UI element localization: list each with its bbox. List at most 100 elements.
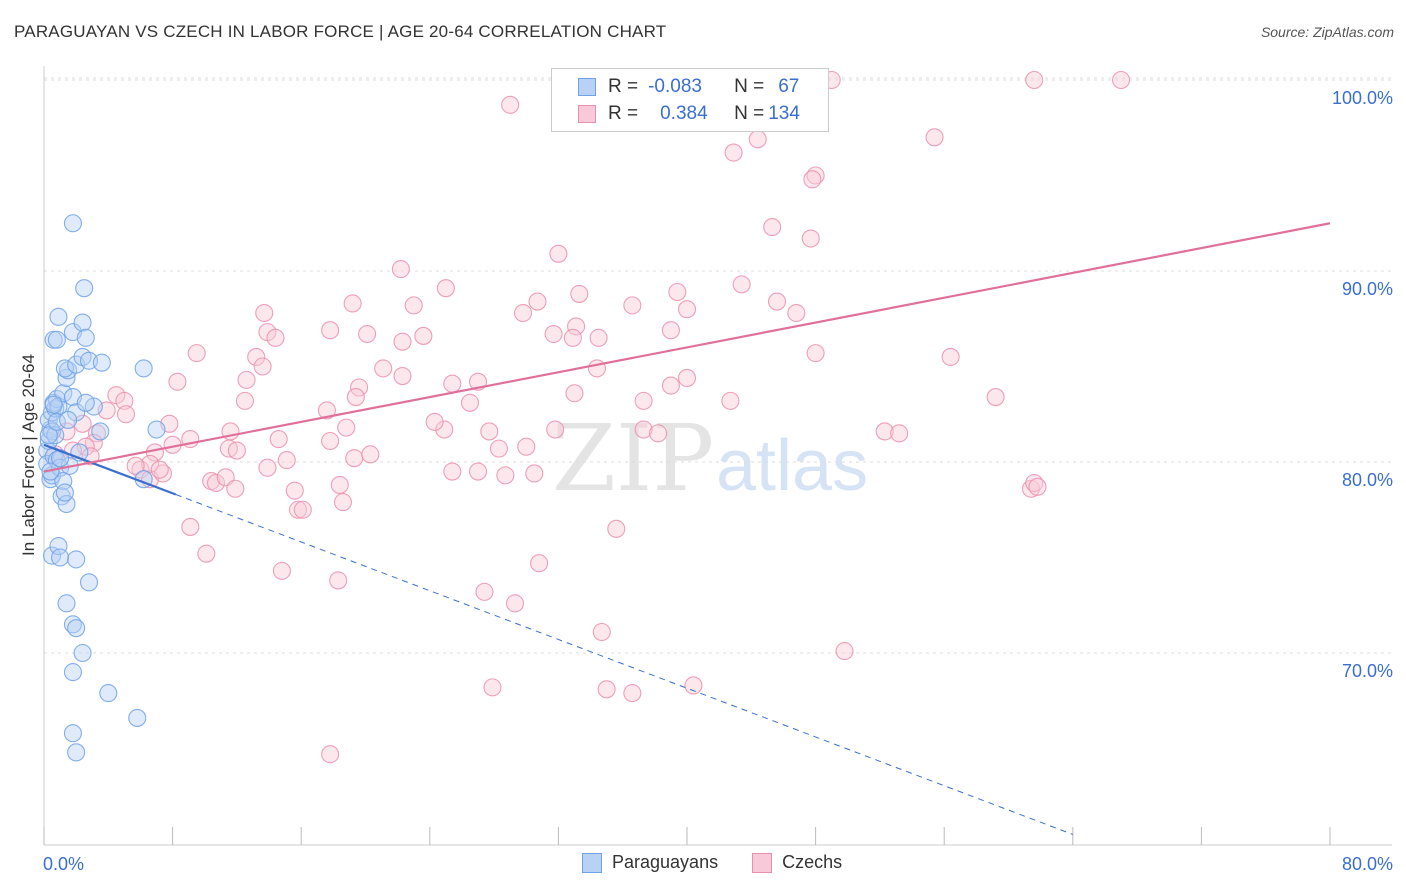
czech-point [321, 745, 340, 764]
czech-point [787, 303, 806, 323]
czech-point [684, 676, 703, 695]
paraguayan-point [63, 724, 82, 743]
czech-point [530, 554, 549, 573]
paraguayan-point [47, 412, 66, 431]
czech-point [634, 420, 653, 439]
czech-point [925, 128, 944, 147]
czech-point [525, 464, 544, 483]
paraguayan-point [147, 420, 166, 439]
czech-point [661, 376, 680, 395]
paraguayan-point [67, 550, 86, 569]
czech-point [480, 422, 499, 441]
czech-point [435, 420, 454, 439]
paraguayan-point [57, 494, 76, 514]
czech-point [73, 414, 92, 433]
czech-point [803, 170, 822, 189]
czech-point [505, 594, 525, 613]
paraguayan-point [76, 328, 95, 347]
czech-point [801, 229, 820, 248]
paraguayan-point [44, 395, 63, 414]
y-tick-label: 70.0% [1342, 661, 1393, 681]
czech-point [414, 326, 433, 345]
czech-point [150, 460, 169, 479]
czech-point [1025, 70, 1044, 90]
legend-item-paraguayans: Paraguayans [582, 852, 718, 873]
czech-point [732, 275, 751, 294]
paraguayan-point [134, 359, 153, 378]
czech-point [345, 449, 364, 468]
czech-point [570, 284, 589, 303]
y-axis-label: In Labor Force | Age 20-64 [19, 354, 38, 556]
legend-n-label: N = [734, 76, 765, 97]
czech-point [350, 378, 369, 397]
czech-point [724, 143, 743, 162]
czech-point [237, 370, 256, 389]
czech-point [253, 357, 272, 376]
watermark-atlas: atlas [716, 426, 868, 506]
czech-point [597, 680, 616, 699]
czech-point [126, 456, 145, 475]
paraguayan-point [59, 410, 78, 430]
czech-point [187, 344, 206, 363]
czech-point [589, 328, 608, 347]
x-tick-label: 0.0% [43, 854, 84, 874]
czech-point [721, 391, 740, 410]
czech-point [330, 475, 349, 494]
czechs-n-value: 134 [768, 103, 800, 124]
czech-point [517, 437, 536, 456]
czech-point [501, 95, 520, 114]
paraguayan-point [39, 426, 58, 445]
czech-point [436, 279, 455, 298]
czech-point [544, 324, 563, 344]
paraguayan-point [55, 483, 74, 502]
czech-point [321, 321, 340, 340]
paraguayan-point [73, 643, 92, 663]
paraguayan-point [67, 619, 86, 638]
czech-point [343, 294, 362, 313]
czech-point [668, 282, 687, 302]
czech-point [329, 571, 348, 590]
paraguayans-n-value: 67 [778, 76, 800, 97]
czechs-swatch [578, 105, 596, 123]
czech-point [806, 344, 825, 363]
paraguayans-legend-swatch [582, 852, 602, 873]
czech-point [258, 458, 277, 477]
czech-point [460, 393, 480, 412]
paraguayan-point [49, 307, 68, 326]
czech-point [443, 462, 462, 481]
paraguayan-point [99, 684, 118, 703]
czech-point [623, 296, 642, 315]
paraguayan-trend-line [43, 443, 177, 496]
series-legend: Paraguayans Czechs [582, 852, 876, 873]
paraguayans-legend-label: Paraguayans [612, 852, 719, 872]
czech-point [361, 445, 380, 464]
paraguayan-point [54, 472, 73, 491]
czech-point [272, 561, 291, 580]
legend-row-czechs: R = 0.384 N = 134 [552, 100, 800, 128]
czech-trend-line [43, 222, 1331, 473]
czech-point [116, 405, 136, 424]
czech-point [986, 388, 1005, 407]
czech-point [1021, 479, 1041, 498]
czech-point [337, 418, 356, 437]
czech-point [763, 218, 782, 237]
czech-point [333, 493, 353, 512]
czech-point [607, 519, 626, 538]
paraguayan-point [92, 353, 111, 372]
czech-point [677, 300, 697, 319]
czech-point [197, 544, 216, 563]
czech-point [393, 366, 412, 386]
paraguayan-point [91, 422, 110, 441]
czech-point [293, 500, 312, 519]
czech-point [87, 424, 107, 443]
czech-point [528, 292, 547, 311]
paraguayan-point [79, 573, 99, 592]
paraguayan-point [67, 743, 86, 762]
source-label: Source: ZipAtlas.com [1260, 24, 1394, 40]
czech-point [649, 424, 668, 443]
czech-point [489, 439, 508, 458]
czech-point [288, 500, 308, 519]
czech-point [748, 130, 767, 149]
paraguayans-r-value: -0.083 [648, 76, 702, 97]
czech-point [317, 401, 336, 420]
